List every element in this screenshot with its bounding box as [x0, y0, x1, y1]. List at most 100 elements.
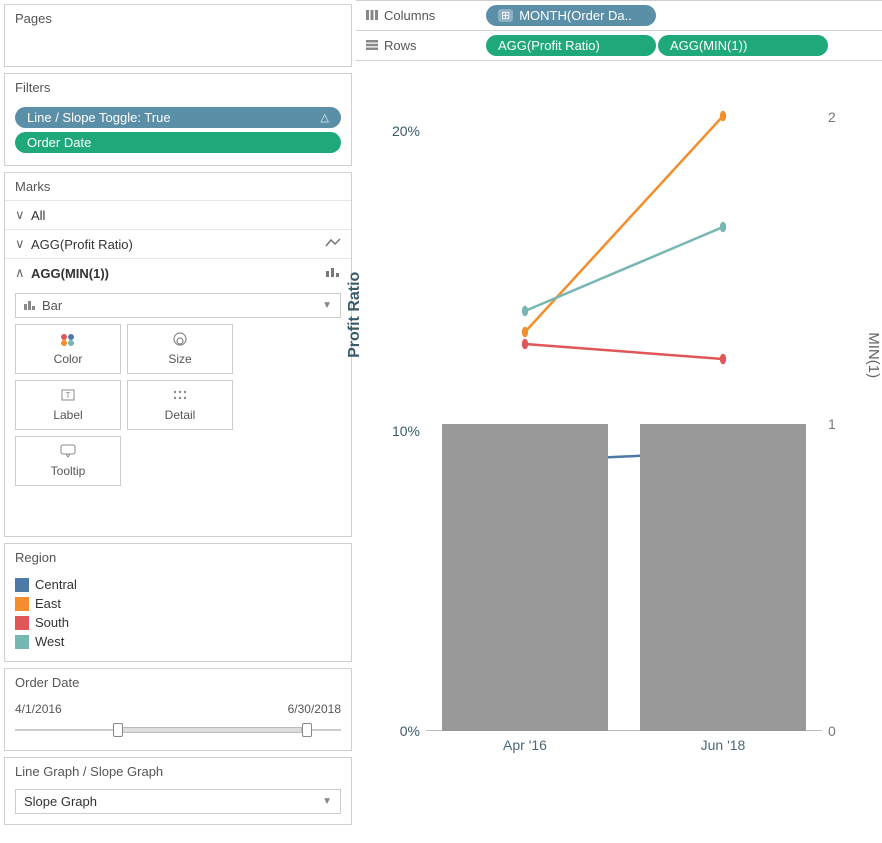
date-filter-card: Order Date 4/1/2016 6/30/2018 [4, 668, 352, 751]
chart-marker [522, 306, 528, 317]
size-button[interactable]: Size [127, 324, 233, 374]
mark-type-icon [325, 237, 341, 252]
chevron-down-icon: ▼ [322, 796, 332, 807]
chart-marker [522, 327, 528, 338]
chart-marker [720, 111, 726, 122]
legend-swatch [15, 578, 29, 592]
filter-pill-label: Order Date [27, 135, 91, 150]
legend-card: Region Central East South West [4, 543, 352, 662]
svg-text:T: T [66, 391, 71, 400]
y-right-tick: 0 [828, 723, 836, 739]
marks-header: Marks [5, 173, 351, 200]
label-icon: T [59, 388, 77, 406]
pages-card: Pages [4, 4, 352, 67]
rows-shelf[interactable]: Rows AGG(Profit Ratio) AGG(MIN(1)) [356, 31, 882, 61]
mark-btn-label: Tooltip [51, 464, 86, 478]
size-icon [171, 332, 189, 350]
shelf-pill-label: AGG(Profit Ratio) [498, 38, 600, 53]
date-slider[interactable] [15, 720, 341, 740]
slider-handle-to[interactable] [302, 723, 312, 737]
marks-row[interactable]: ∨AGG(Profit Ratio) [5, 229, 351, 258]
color-icon [59, 332, 77, 350]
parameter-value: Slope Graph [24, 794, 97, 809]
y-left-tick: 10% [392, 423, 420, 439]
columns-shelf[interactable]: Columns ⊞ MONTH(Order Da.. [356, 0, 882, 31]
y-left-tick: 20% [392, 123, 420, 139]
mark-btn-label: Color [54, 352, 83, 366]
color-button[interactable]: Color [15, 324, 121, 374]
tooltip-icon [59, 444, 77, 462]
marks-row[interactable]: ∧AGG(MIN(1)) [5, 258, 351, 287]
chevron-icon: ∨ [15, 207, 31, 223]
slider-handle-from[interactable] [113, 723, 123, 737]
legend-label: South [35, 615, 69, 630]
mark-type-value: Bar [42, 298, 62, 313]
filter-pill[interactable]: Line / Slope Toggle: True △ [15, 107, 341, 128]
parameter-card: Line Graph / Slope Graph Slope Graph ▼ [4, 757, 352, 825]
shelf-pill[interactable]: AGG(Profit Ratio) [486, 35, 656, 56]
legend-header: Region [5, 544, 351, 571]
legend-item[interactable]: East [15, 594, 341, 613]
legend-item[interactable]: Central [15, 575, 341, 594]
filters-header: Filters [5, 74, 351, 101]
filter-pill[interactable]: Order Date [15, 132, 341, 153]
legend-swatch [15, 635, 29, 649]
date-to: 6/30/2018 [288, 702, 341, 716]
filter-pill-label: Line / Slope Toggle: True [27, 110, 171, 125]
rows-icon [366, 38, 378, 53]
shelf-pill-label: MONTH(Order Da.. [519, 8, 632, 23]
shelf-pill[interactable]: AGG(MIN(1)) [658, 35, 828, 56]
bar-icon [24, 298, 36, 313]
chart: Profit Ratio 0%10%20% MIN(1) 012 Apr '16… [356, 61, 882, 829]
chart-marker [720, 222, 726, 233]
parameter-header: Line Graph / Slope Graph [5, 758, 351, 785]
marks-row-name: AGG(Profit Ratio) [31, 237, 325, 252]
marks-row[interactable]: ∨All [5, 200, 351, 229]
filters-card: Filters Line / Slope Toggle: True △ Order … [4, 73, 352, 166]
chart-line [525, 227, 723, 311]
x-tick: Apr '16 [426, 731, 624, 771]
chart-bar [442, 424, 608, 731]
y-right-tick: 2 [828, 109, 836, 125]
pages-header: Pages [5, 5, 351, 32]
marks-card: Marks ∨All∨AGG(Profit Ratio)∧AGG(MIN(1))… [4, 172, 352, 537]
legend-label: East [35, 596, 61, 611]
shelf-pill[interactable]: ⊞ MONTH(Order Da.. [486, 5, 656, 26]
tooltip-button[interactable]: Tooltip [15, 436, 121, 486]
plus-icon: ⊞ [498, 9, 513, 22]
date-filter-header: Order Date [5, 669, 351, 696]
mark-btn-label: Size [168, 352, 191, 366]
columns-label: Columns [384, 8, 435, 23]
y-right-tick: 1 [828, 416, 836, 432]
chevron-icon: ∧ [15, 265, 31, 281]
detail-button[interactable]: Detail [127, 380, 233, 430]
legend-item[interactable]: West [15, 632, 341, 651]
x-tick: Jun '18 [624, 731, 822, 771]
y-right-title: MIN(1) [865, 332, 882, 378]
y-left-title: Profit Ratio [346, 272, 364, 358]
legend-item[interactable]: South [15, 613, 341, 632]
mark-type-dropdown[interactable]: Bar ▼ [15, 293, 341, 318]
detail-icon [171, 388, 189, 406]
marks-row-name: All [31, 208, 341, 223]
mark-type-icon [325, 266, 341, 281]
legend-label: West [35, 634, 64, 649]
filter-caret-icon: △ [321, 111, 329, 124]
columns-icon [366, 8, 378, 23]
rows-label: Rows [384, 38, 417, 53]
chart-line [525, 344, 723, 359]
legend-swatch [15, 597, 29, 611]
chevron-icon: ∨ [15, 236, 31, 252]
y-left-tick: 0% [400, 723, 420, 739]
chart-marker [720, 354, 726, 365]
chevron-down-icon: ▼ [322, 300, 332, 311]
date-from: 4/1/2016 [15, 702, 62, 716]
shelf-pill-label: AGG(MIN(1)) [670, 38, 747, 53]
mark-btn-label: Detail [165, 408, 196, 422]
mark-btn-label: Label [53, 408, 82, 422]
chart-marker [522, 339, 528, 350]
chart-bar [640, 424, 806, 731]
legend-swatch [15, 616, 29, 630]
parameter-select[interactable]: Slope Graph ▼ [15, 789, 341, 814]
label-button[interactable]: T Label [15, 380, 121, 430]
